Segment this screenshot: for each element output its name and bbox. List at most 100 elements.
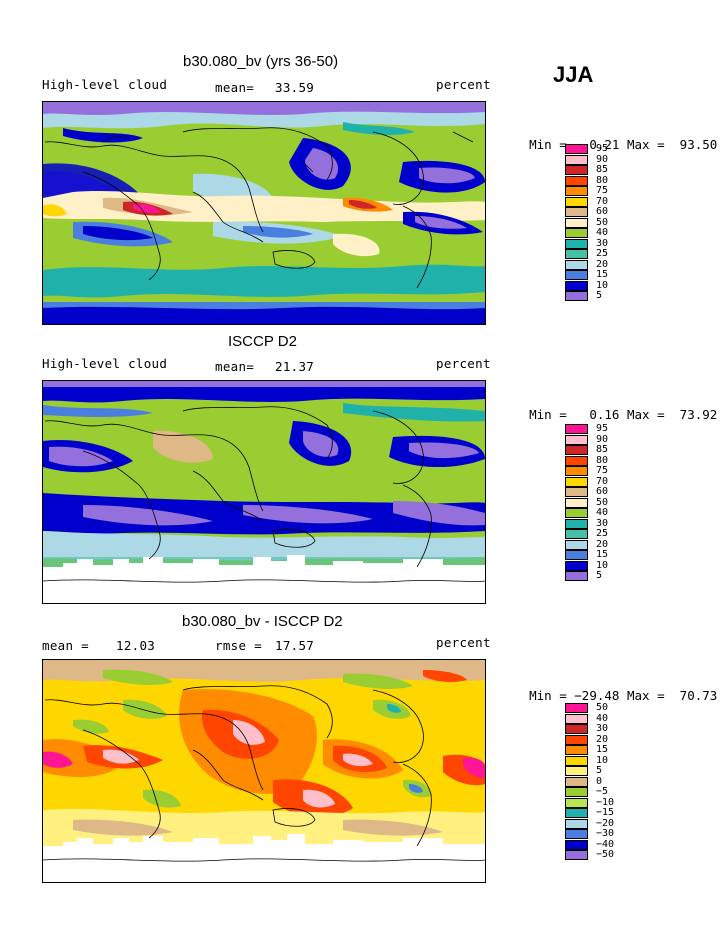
legend-label: 90 <box>596 153 609 165</box>
mean-label: mean= <box>215 80 255 95</box>
max-value: 93.50 <box>679 137 718 152</box>
max-label: Max = <box>626 407 665 422</box>
legend-label: 5 <box>596 290 603 301</box>
legend-swatch <box>565 787 588 797</box>
legend-swatch <box>565 280 588 291</box>
min-label: Min = <box>529 137 567 152</box>
legend-label: 90 <box>596 433 609 445</box>
legend-label: 30 <box>596 517 609 529</box>
legend-swatch <box>565 529 588 539</box>
legend-swatch <box>565 144 588 154</box>
min-value: 0.16 <box>589 407 620 422</box>
legend-swatch <box>565 808 588 818</box>
legend-swatch <box>565 424 588 434</box>
legend-label: 30 <box>596 237 609 249</box>
legend-label: −30 <box>596 828 615 839</box>
min-value: 0.21 <box>589 137 620 152</box>
legend-label: 40 <box>596 712 609 724</box>
legend-swatch <box>565 487 588 497</box>
units-label: percent <box>436 77 491 92</box>
panel-title: ISCCP D2 <box>228 333 297 350</box>
legend-swatch <box>565 571 588 581</box>
units-label: percent <box>436 356 491 371</box>
legend-swatch <box>565 466 588 476</box>
legend-swatch <box>565 238 588 249</box>
legend-label: 75 <box>596 465 609 476</box>
max-label: Max = <box>626 137 665 152</box>
legend-label: 80 <box>596 454 609 466</box>
legend-swatch <box>565 745 588 755</box>
legend-swatch <box>565 776 588 787</box>
legend-swatch <box>565 445 588 455</box>
legend-swatch <box>565 560 588 571</box>
legend-label: 30 <box>596 723 609 734</box>
legend-swatch <box>565 508 588 518</box>
legend-label: 70 <box>596 475 609 487</box>
legend-label: 50 <box>596 496 609 508</box>
legend-label: 0 <box>596 775 603 787</box>
legend-swatch <box>565 228 588 238</box>
minmax-readout: Min = 0.21 Max = 93.50 <box>499 122 717 167</box>
legend-swatch <box>565 797 588 808</box>
mean-label: mean= <box>215 359 255 374</box>
min-value: −29.48 <box>574 688 620 703</box>
legend-label: 75 <box>596 185 609 196</box>
legend-label: 10 <box>596 559 609 571</box>
legend-label: −10 <box>596 796 615 808</box>
legend-label: 25 <box>596 528 609 539</box>
legend-label: 50 <box>596 216 609 228</box>
map-observation <box>42 380 486 604</box>
max-value: 73.92 <box>679 407 718 422</box>
min-label: Min = <box>529 688 567 703</box>
legend-swatch <box>565 518 588 529</box>
panel-title: b30.080_bv (yrs 36-50) <box>183 53 339 70</box>
map-difference <box>42 659 486 883</box>
legend-swatch <box>565 550 588 560</box>
legend-swatch <box>565 175 588 186</box>
legend-label: 20 <box>596 538 609 550</box>
legend-label: 40 <box>596 227 609 238</box>
units-label: percent <box>436 635 491 650</box>
legend-label: 15 <box>596 549 609 560</box>
legend-swatch <box>565 850 588 860</box>
legend-swatch <box>565 829 588 839</box>
variable-label: High-level cloud <box>42 77 168 92</box>
mean-label: mean = <box>42 638 89 653</box>
legend-swatch <box>565 291 588 301</box>
mean-value: 21.37 <box>275 359 315 374</box>
legend-swatch <box>565 455 588 466</box>
legend-swatch <box>565 755 588 766</box>
legend-label: 25 <box>596 248 609 259</box>
legend-swatch <box>565 207 588 217</box>
legend-label: 70 <box>596 195 609 207</box>
legend-swatch <box>565 724 588 734</box>
map-model <box>42 101 486 325</box>
legend-swatch <box>565 766 588 776</box>
legend-swatch <box>565 154 588 165</box>
minmax-readout: Min = 0.16 Max = 73.92 <box>499 392 717 437</box>
legend-swatch <box>565 259 588 270</box>
legend-swatch <box>565 196 588 207</box>
legend-swatch <box>565 270 588 280</box>
legend-label: −40 <box>596 838 615 850</box>
legend-swatch <box>565 249 588 259</box>
legend-swatch <box>565 434 588 445</box>
legend-label: −15 <box>596 807 615 818</box>
legend-label: 15 <box>596 269 609 280</box>
min-label: Min = <box>529 407 567 422</box>
legend-label: 85 <box>596 164 609 175</box>
legend-swatch <box>565 713 588 724</box>
mean-value: 33.59 <box>275 80 315 95</box>
legend-label: 50 <box>596 702 609 713</box>
legend-swatch <box>565 476 588 487</box>
legend-swatch <box>565 217 588 228</box>
legend-label: −50 <box>596 849 615 860</box>
legend-swatch <box>565 703 588 713</box>
legend-swatch <box>565 734 588 745</box>
legend-label: 10 <box>596 279 609 291</box>
rmse-label: rmse = <box>215 638 262 653</box>
legend-swatch <box>565 165 588 175</box>
rmse-value: 17.57 <box>275 638 315 653</box>
legend-label: 60 <box>596 486 609 497</box>
variable-label: High-level cloud <box>42 356 168 371</box>
